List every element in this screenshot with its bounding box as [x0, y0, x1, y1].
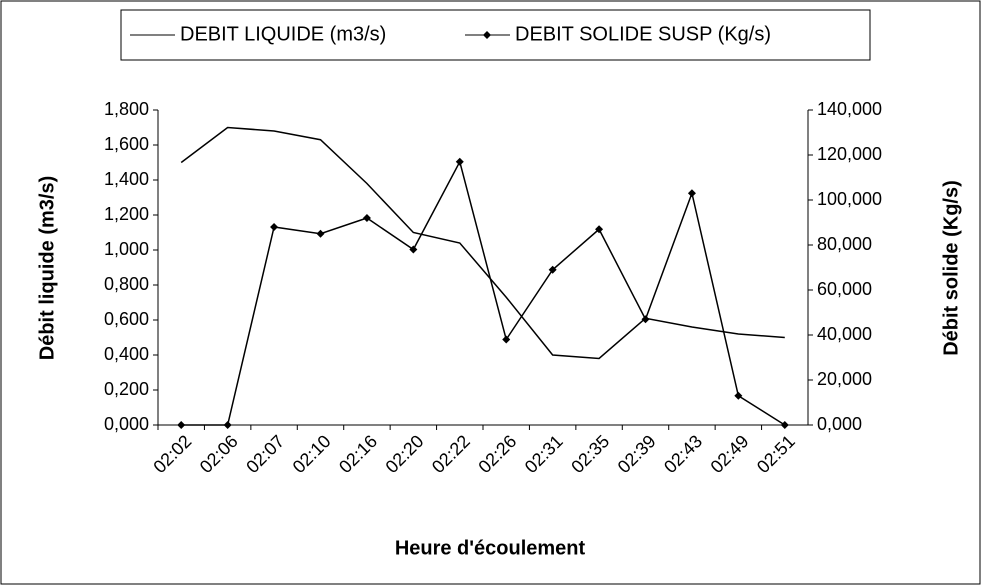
y2-tick-label: 80,000	[817, 234, 872, 254]
y-tick-label: 0,400	[104, 344, 149, 364]
x-axis-label: Heure d'écoulement	[395, 537, 586, 559]
y2-tick-label: 40,000	[817, 324, 872, 344]
series-line	[181, 159, 786, 426]
y-tick-label: 1,200	[104, 204, 149, 224]
marker	[362, 214, 371, 222]
marker	[687, 189, 696, 198]
marker	[780, 421, 789, 429]
legend-marker	[483, 31, 491, 39]
y-tick-label: 0,000	[104, 414, 149, 434]
y-tick-label: 1,600	[104, 134, 149, 154]
marker	[641, 315, 650, 324]
series-line	[180, 126, 785, 360]
y2-tick-label: 20,000	[817, 369, 872, 389]
y-tick-label: 1,800	[104, 99, 149, 119]
marker	[595, 225, 604, 234]
marker	[177, 421, 186, 429]
y-tick-label: 1,400	[104, 169, 149, 189]
marker	[502, 335, 511, 344]
y2-tick-label: 100,000	[817, 189, 882, 209]
marker	[734, 391, 743, 400]
legend-label: DEBIT LIQUIDE (m3/s)	[180, 23, 386, 45]
y-tick-label: 0,200	[104, 379, 149, 399]
y-axis-label: Débit liquide (m3/s)	[36, 176, 58, 360]
y2-tick-label: 140,000	[817, 99, 882, 119]
y2-tick-label: 0,000	[817, 414, 862, 434]
marker	[270, 223, 279, 231]
marker	[548, 265, 557, 274]
y-tick-label: 1,000	[104, 239, 149, 259]
y-tick-label: 0,600	[104, 309, 149, 329]
marker	[316, 229, 325, 238]
y2-tick-label: 60,000	[817, 279, 872, 299]
marker	[223, 421, 232, 429]
marker	[455, 157, 464, 166]
legend-label: DEBIT SOLIDE SUSP (Kg/s)	[515, 23, 771, 45]
marker	[409, 245, 418, 254]
y2-tick-label: 120,000	[817, 144, 882, 164]
y2-axis-label: Débit solide (Kg/s)	[940, 180, 962, 356]
y-tick-label: 0,800	[104, 274, 149, 294]
